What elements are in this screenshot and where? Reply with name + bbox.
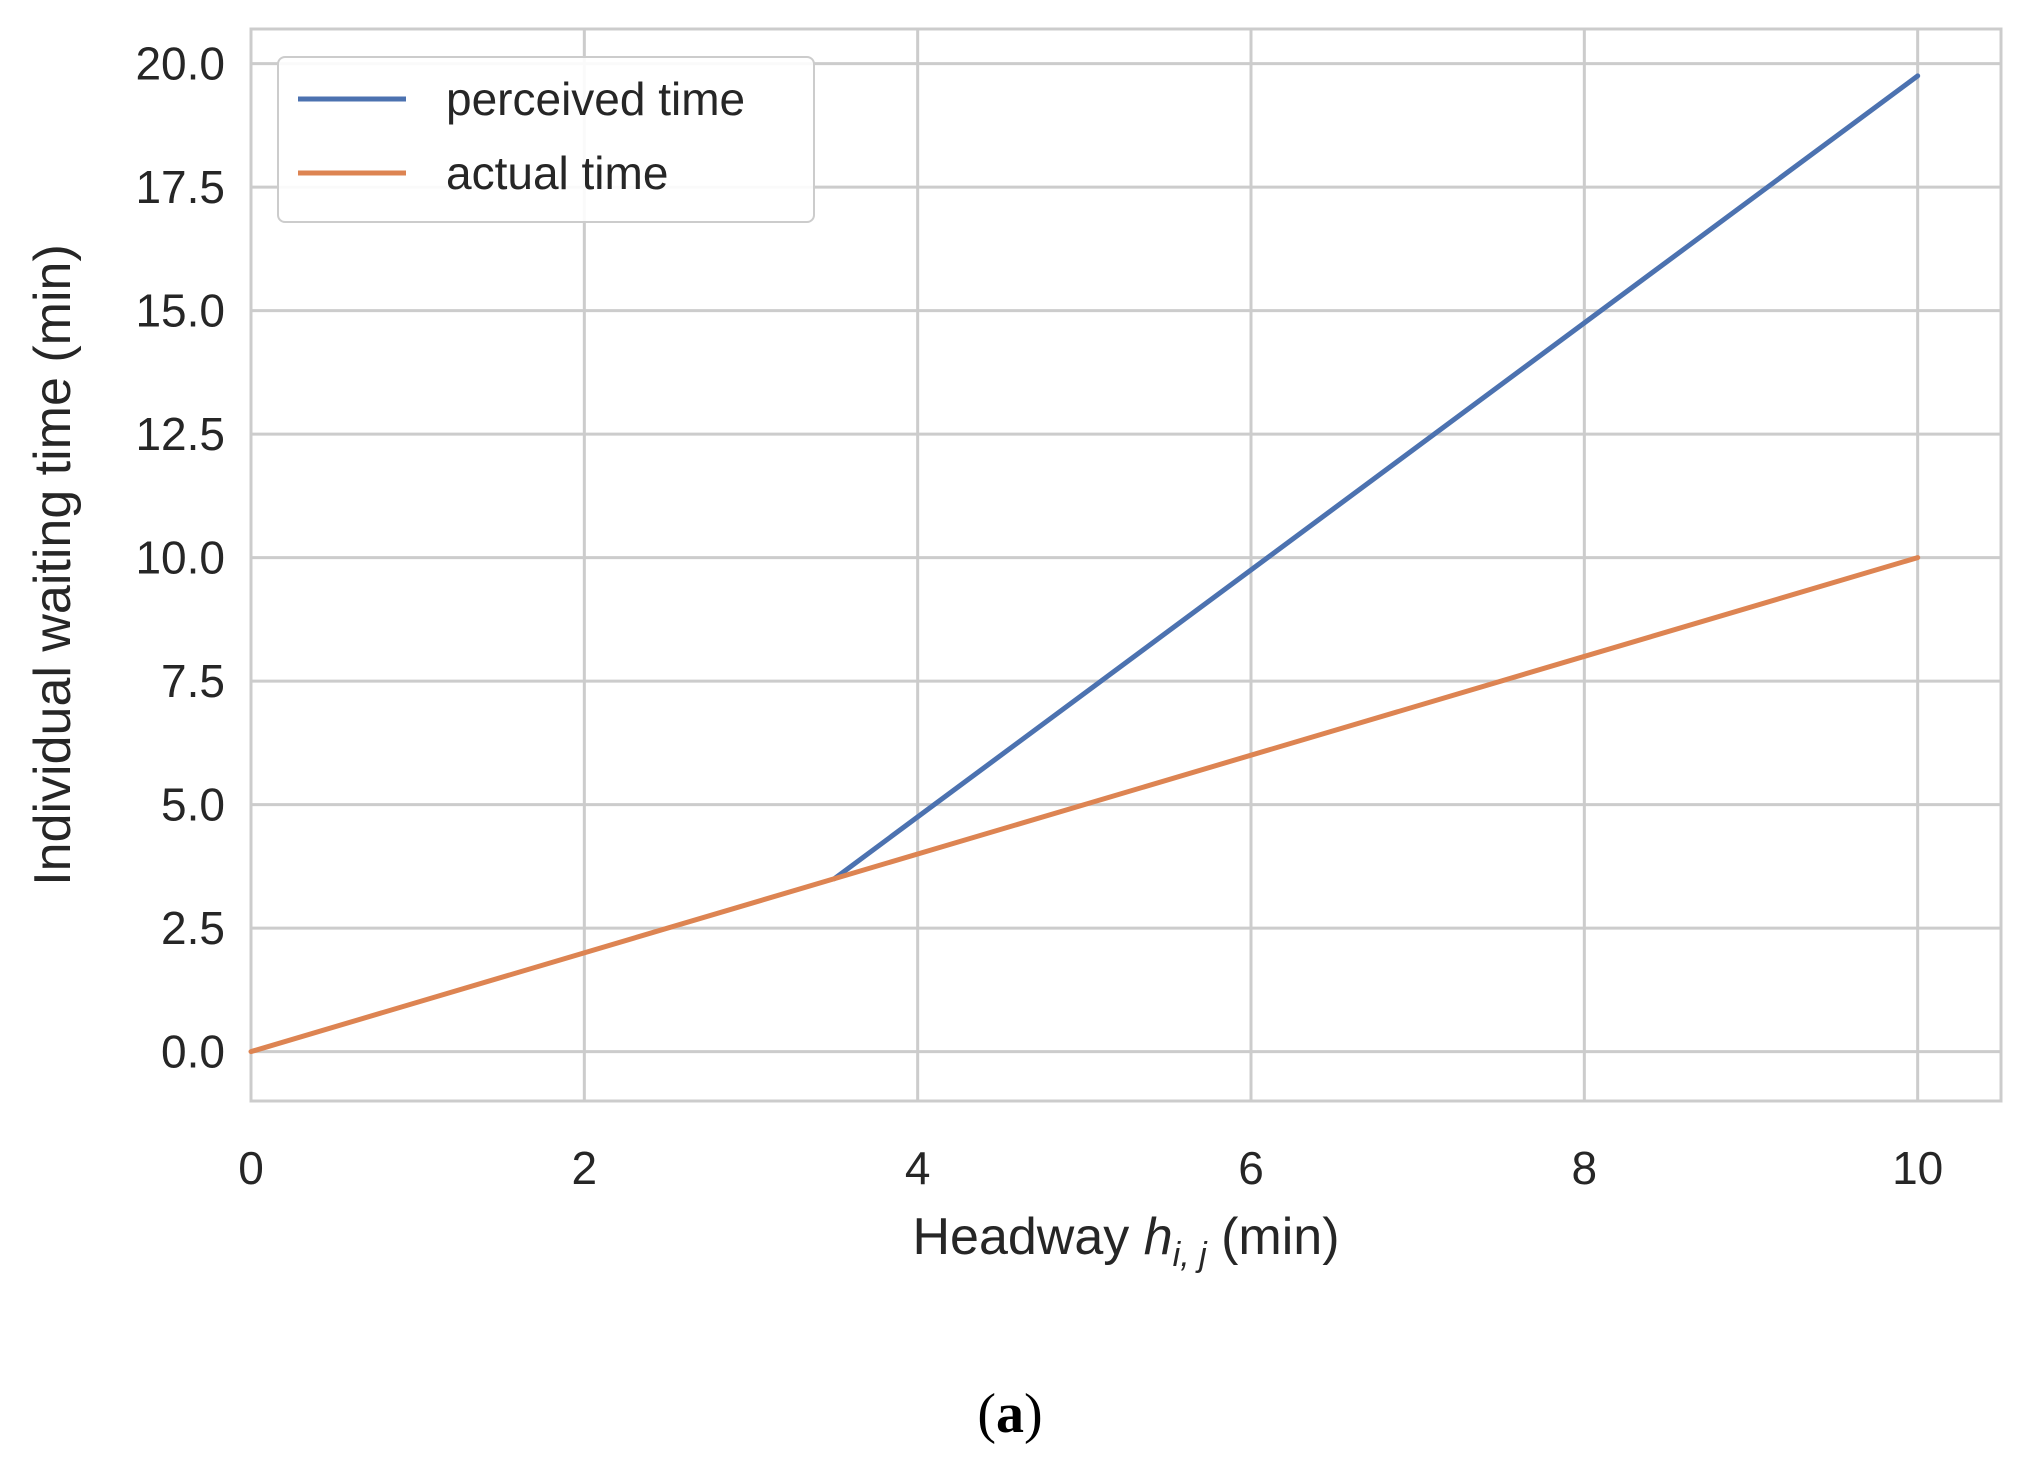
x-tick-labels: 0 2 4 6 8 10 bbox=[238, 1142, 1943, 1194]
x-tick-label: 4 bbox=[905, 1142, 931, 1194]
y-tick-label: 12.5 bbox=[135, 408, 225, 460]
x-axis-label: Headway hi, j (min) bbox=[912, 1208, 1339, 1274]
series-line-perceived-time bbox=[831, 73, 1921, 882]
x-tick-label: 6 bbox=[1238, 1142, 1264, 1194]
series-lines bbox=[248, 73, 1921, 1055]
legend: perceived time actual time bbox=[277, 56, 815, 223]
legend-label-actual: actual time bbox=[446, 147, 668, 199]
y-tick-label: 0.0 bbox=[161, 1026, 225, 1078]
legend-box bbox=[277, 56, 815, 223]
y-axis-label: Individual waiting time (min) bbox=[24, 244, 82, 886]
y-tick-label: 2.5 bbox=[161, 902, 225, 954]
y-tick-label: 17.5 bbox=[135, 161, 225, 213]
y-tick-label: 7.5 bbox=[161, 655, 225, 707]
x-tick-label: 8 bbox=[1572, 1142, 1598, 1194]
x-tick-label: 0 bbox=[238, 1142, 264, 1194]
y-tick-label: 15.0 bbox=[135, 285, 225, 337]
y-tick-label: 5.0 bbox=[161, 779, 225, 831]
y-tick-label: 20.0 bbox=[135, 38, 225, 90]
x-tick-label: 10 bbox=[1892, 1142, 1943, 1194]
y-tick-labels: 0.0 2.5 5.0 7.5 10.0 12.5 15.0 17.5 20.0 bbox=[135, 38, 225, 1078]
x-tick-label: 2 bbox=[572, 1142, 598, 1194]
caption: (a) bbox=[977, 1383, 1042, 1445]
y-tick-label: 10.0 bbox=[135, 532, 225, 584]
legend-label-perceived: perceived time bbox=[446, 73, 745, 125]
series-line-actual-time bbox=[248, 555, 1921, 1055]
